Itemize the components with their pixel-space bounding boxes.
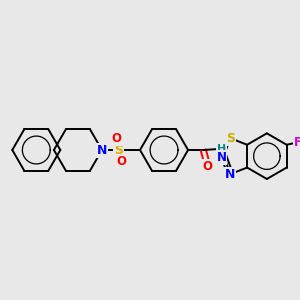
Text: N: N (97, 143, 107, 157)
Text: O: O (116, 155, 126, 168)
Text: H: H (217, 144, 226, 154)
Text: N: N (225, 168, 236, 181)
Text: S: S (114, 143, 123, 157)
Text: S: S (226, 132, 235, 145)
Text: O: O (203, 160, 213, 172)
Text: O: O (112, 132, 122, 145)
Text: F: F (294, 136, 300, 149)
Text: N: N (217, 151, 226, 164)
